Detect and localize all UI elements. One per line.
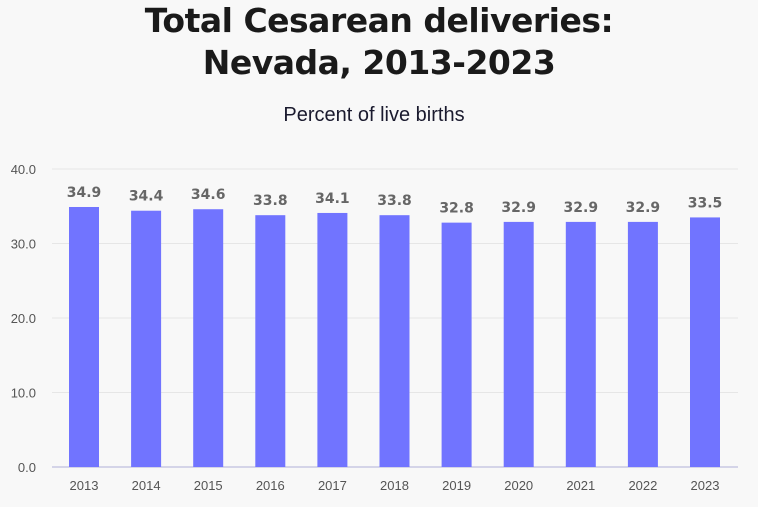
data-label: 33.8 <box>253 193 288 209</box>
chart-subtitle: Percent of live births <box>283 104 465 126</box>
x-tick-label: 2023 <box>691 478 720 493</box>
x-tick-label: 2013 <box>70 478 99 493</box>
y-tick-label: 30.0 <box>11 237 36 252</box>
data-label: 33.8 <box>377 193 412 209</box>
x-tick-label: 2016 <box>256 478 285 493</box>
bar <box>565 221 596 467</box>
data-label: 32.9 <box>626 200 661 216</box>
x-tick-label: 2018 <box>380 478 409 493</box>
chart-title-line1: Total Cesarean deliveries: <box>144 1 614 40</box>
data-label: 32.9 <box>501 200 536 216</box>
x-tick-label: 2015 <box>194 478 223 493</box>
data-label: 34.9 <box>67 185 102 201</box>
bar <box>690 217 720 467</box>
data-label: 32.8 <box>439 201 474 217</box>
bar <box>379 215 410 467</box>
bar <box>317 212 348 467</box>
data-label: 33.5 <box>688 195 723 211</box>
data-label: 34.1 <box>315 191 350 207</box>
bar <box>441 222 472 467</box>
bar <box>193 209 224 468</box>
x-tick-label: 2022 <box>628 478 657 493</box>
bar <box>131 210 162 467</box>
bar <box>255 215 286 467</box>
y-tick-label: 10.0 <box>11 386 36 401</box>
x-tick-label: 2019 <box>442 478 471 493</box>
x-tick-label: 2020 <box>504 478 533 493</box>
data-label: 34.4 <box>129 189 164 205</box>
bar <box>69 206 99 467</box>
chart-title-line2: Nevada, 2013-2023 <box>202 43 556 82</box>
data-label: 32.9 <box>564 200 599 216</box>
x-tick-label: 2014 <box>132 478 161 493</box>
y-tick-label: 40.0 <box>11 162 36 177</box>
data-label: 34.6 <box>191 187 226 203</box>
x-tick-label: 2017 <box>318 478 347 493</box>
y-tick-label: 20.0 <box>11 311 36 326</box>
x-tick-label: 2021 <box>566 478 595 493</box>
y-tick-label: 0.0 <box>18 460 36 475</box>
bar <box>503 221 534 467</box>
chart-title: Total Cesarean deliveries: Nevada, 2013-… <box>0 0 758 84</box>
bar <box>627 221 658 467</box>
